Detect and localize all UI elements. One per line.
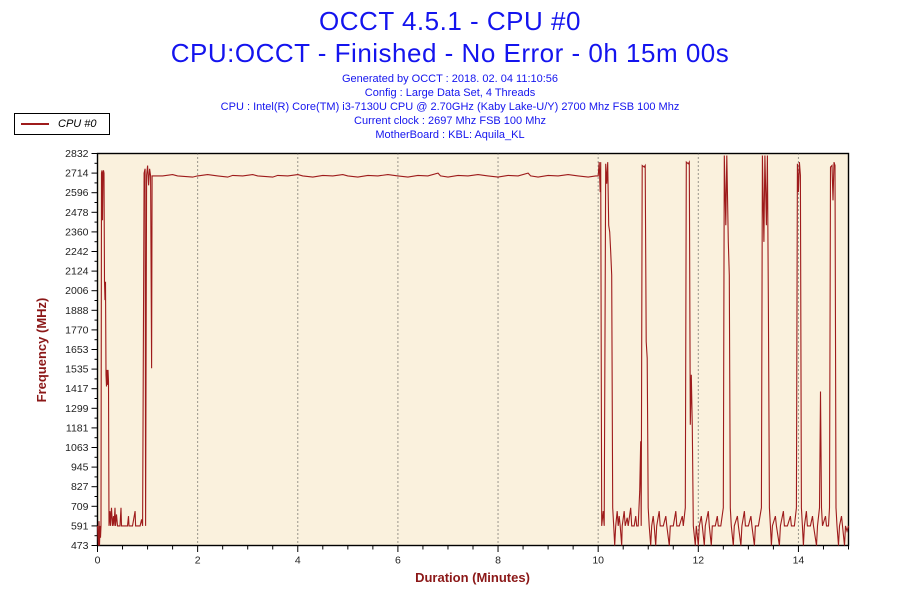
svg-text:945: 945: [71, 462, 89, 474]
svg-text:4: 4: [295, 555, 301, 567]
svg-text:0: 0: [95, 555, 101, 567]
info-generated-line: Generated by OCCT : 2018. 02. 04 11:10:5…: [341, 73, 559, 85]
svg-text:1653: 1653: [65, 344, 89, 356]
svg-text:12: 12: [692, 555, 704, 567]
svg-text:2596: 2596: [65, 187, 89, 199]
info-clock-line: Current clock : 2697 Mhz FSB 100 Mhz: [354, 115, 546, 127]
legend-line-swatch: [21, 123, 49, 125]
svg-text:2714: 2714: [65, 168, 89, 180]
svg-text:591: 591: [71, 520, 89, 532]
svg-text:1299: 1299: [65, 403, 89, 415]
system-info-block: Generated by OCCT : 2018. 02. 04 11:10:5…: [0, 72, 900, 142]
plot-area: [96, 152, 850, 547]
info-motherboard-line: MotherBoard : KBL: Aquila_KL: [375, 129, 525, 141]
y-axis-ticks: 473 591 709 827 945 1063 1181 1299 1417 1535 1653 1…: [65, 148, 98, 552]
svg-text:2832: 2832: [65, 148, 89, 160]
svg-text:14: 14: [793, 555, 805, 567]
svg-text:1181: 1181: [66, 422, 89, 434]
x-axis-title: Duration (Minutes): [415, 570, 530, 585]
svg-text:2242: 2242: [65, 246, 89, 258]
page-title: OCCT 4.5.1 - CPU #0: [319, 6, 581, 36]
svg-text:473: 473: [71, 540, 89, 552]
info-cpu-line: CPU : Intel(R) Core(TM) i3-7130U CPU @ 2…: [220, 101, 680, 113]
svg-text:8: 8: [495, 555, 501, 567]
svg-text:2360: 2360: [65, 226, 89, 238]
legend-series-label: CPU #0: [58, 118, 97, 130]
series-line-cpu-0: [96, 155, 850, 546]
legend-box: CPU #0: [14, 113, 110, 135]
svg-text:2124: 2124: [65, 266, 89, 278]
svg-text:1770: 1770: [65, 324, 89, 336]
svg-text:827: 827: [71, 481, 89, 493]
test-status-subtitle: CPU:OCCT - Finished - No Error - 0h 15m …: [170, 38, 730, 68]
x-axis-ticks: 0 2 4 6 8 10 12 14: [95, 545, 849, 567]
svg-text:1417: 1417: [65, 383, 89, 395]
svg-text:1535: 1535: [65, 364, 89, 376]
svg-text:1888: 1888: [65, 305, 89, 317]
svg-text:1063: 1063: [65, 442, 89, 454]
svg-text:2478: 2478: [65, 207, 89, 219]
gridlines: [197, 153, 799, 546]
svg-text:709: 709: [71, 501, 89, 513]
info-config-line: Config : Large Data Set, 4 Threads: [364, 87, 536, 99]
svg-text:10: 10: [592, 555, 604, 567]
svg-text:2: 2: [195, 555, 201, 567]
svg-text:2006: 2006: [65, 285, 89, 297]
svg-text:6: 6: [395, 555, 401, 567]
